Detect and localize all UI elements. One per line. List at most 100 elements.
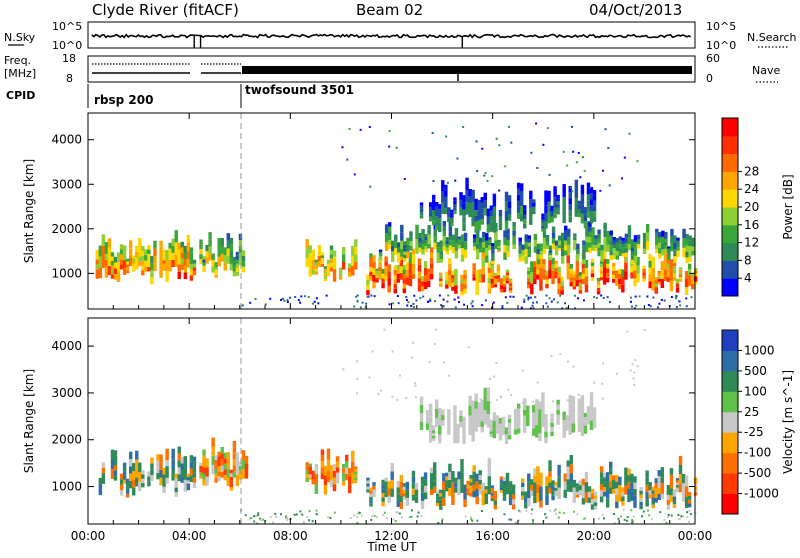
echo-cell <box>513 413 518 420</box>
scatter-dot <box>562 512 565 515</box>
echo-cell <box>465 196 469 203</box>
echo-cell <box>672 500 677 505</box>
echo-cell <box>323 465 328 476</box>
echo-cell <box>661 236 665 244</box>
echo-cell <box>590 504 595 510</box>
echo-cell <box>603 244 607 252</box>
echo-cell <box>408 263 413 275</box>
echo-cell <box>418 237 422 243</box>
echo-cell <box>113 455 118 461</box>
echo-cell <box>441 412 445 415</box>
echo-cell <box>548 471 552 477</box>
echo-cell <box>110 261 115 266</box>
colorbar-tick-label: 16 <box>744 218 759 232</box>
echo-cell <box>369 262 373 268</box>
echo-cell <box>630 272 634 279</box>
echo-cell <box>138 247 142 252</box>
echo-cell <box>439 247 443 252</box>
echo-cell <box>451 282 455 287</box>
echo-cell <box>403 244 407 249</box>
scatter-dot <box>636 365 639 368</box>
echo-cell <box>238 470 243 476</box>
echo-cell <box>354 474 358 478</box>
echo-cell <box>387 231 392 236</box>
echo-cell <box>585 231 589 237</box>
echo-cell <box>429 263 434 269</box>
echo-cell <box>399 495 404 503</box>
scatter-dot <box>549 509 552 512</box>
echo-cell <box>548 257 553 261</box>
echo-cell <box>633 501 637 508</box>
echo-cell <box>387 495 391 504</box>
echo-cell <box>384 477 388 482</box>
echo-cell <box>454 228 459 236</box>
echo-cell <box>664 245 668 249</box>
echo-cell <box>651 500 655 505</box>
echo-cell <box>135 450 139 460</box>
nave-tick-top: 60 <box>706 52 720 65</box>
echo-cell <box>654 290 658 294</box>
scatter-dot <box>503 513 506 516</box>
echo-cell <box>667 246 671 249</box>
scatter-dot <box>690 296 693 299</box>
echo-cell <box>354 469 358 472</box>
echo-cell <box>630 255 635 260</box>
echo-cell <box>423 485 428 493</box>
echo-cell <box>165 271 169 282</box>
echo-cell <box>548 460 552 466</box>
echo-cell <box>657 273 662 277</box>
echo-cell <box>542 232 547 238</box>
echo-cell <box>489 428 494 432</box>
echo-cell <box>354 471 358 475</box>
echo-cell <box>214 269 218 273</box>
echo-cell <box>612 484 616 490</box>
scatter-dot <box>633 383 636 386</box>
echo-cell <box>568 204 572 211</box>
echo-cell <box>232 459 237 466</box>
echo-cell <box>451 274 455 279</box>
echo-cell <box>132 263 136 267</box>
echo-cell <box>693 278 698 282</box>
echo-cell <box>419 202 424 206</box>
echo-cell <box>639 505 643 510</box>
echo-cell <box>490 498 495 502</box>
echo-cell <box>214 464 218 469</box>
x-axis-ticks: 00:00 04:00 08:00 12:00 16:00 20:00 00:00 <box>71 113 712 543</box>
echo-cell <box>527 238 532 243</box>
echo-cell <box>205 476 209 486</box>
echo-cell <box>527 498 531 507</box>
echo-cell <box>599 263 604 268</box>
echo-cell <box>186 483 191 487</box>
echo-cell <box>192 461 197 468</box>
echo-cell <box>223 469 227 475</box>
echo-cell <box>548 247 553 251</box>
echo-cell <box>487 262 492 268</box>
echo-cell <box>128 240 133 249</box>
echo-cell <box>541 219 545 223</box>
scatter-dot <box>429 298 432 301</box>
echo-cell <box>101 473 106 479</box>
scatter-dot <box>475 140 478 143</box>
echo-cell <box>435 417 439 428</box>
scatter-dot <box>413 294 416 297</box>
echo-cell <box>462 425 466 431</box>
echo-cell <box>523 404 527 410</box>
echo-cell <box>375 280 379 283</box>
echo-cell <box>378 253 383 256</box>
echo-cell <box>618 236 623 241</box>
echo-cell <box>214 468 218 474</box>
echo-cell <box>594 238 598 242</box>
echo-cell <box>441 420 445 424</box>
echo-cell <box>177 453 181 461</box>
echo-cell <box>323 268 328 272</box>
echo-cell <box>372 274 376 282</box>
echo-cell <box>220 245 224 254</box>
echo-cell <box>575 280 580 287</box>
echo-cell <box>138 472 142 482</box>
scatter-dot <box>476 519 479 522</box>
echo-cell <box>678 269 683 273</box>
scatter-dot <box>617 517 620 520</box>
echo-cell <box>532 210 536 215</box>
echo-cell <box>557 283 561 289</box>
echo-cell <box>428 403 433 417</box>
